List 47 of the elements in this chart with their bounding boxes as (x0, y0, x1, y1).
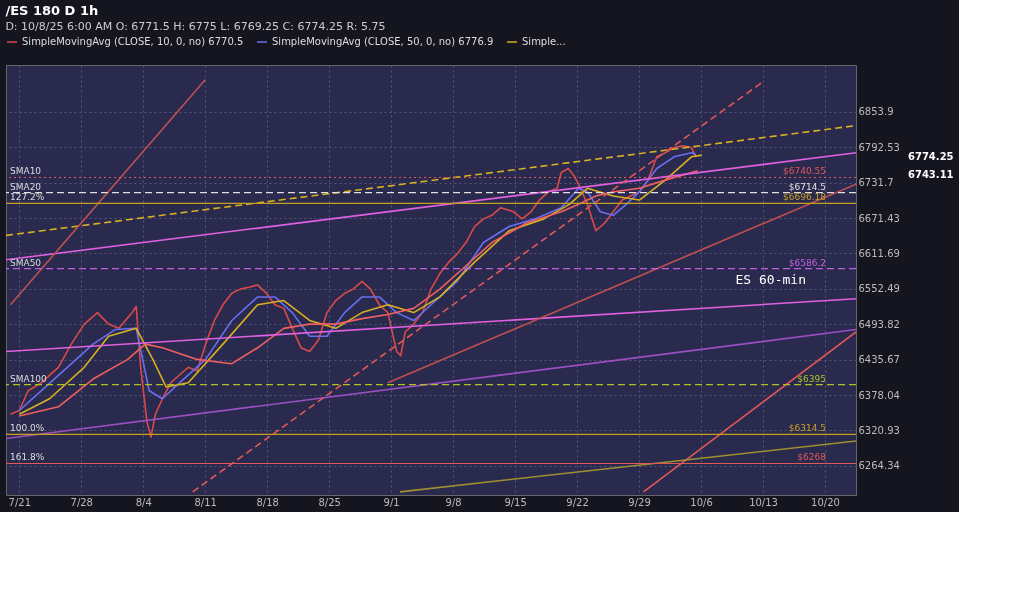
ref-line-label: $6740.55 (783, 166, 826, 177)
text: 6743.11 (908, 169, 954, 180)
x-tick-label: 10/20 (811, 496, 840, 508)
x-tick-label: 9/29 (628, 496, 651, 508)
y-tick-label: 6731.7 (858, 177, 894, 189)
y-tick-label: 6320.93 (858, 424, 900, 436)
annotation: 100.0% (10, 423, 45, 434)
x-tick-label: 8/4 (135, 496, 152, 508)
annotation: 127.2% (10, 192, 45, 203)
x-tick-label: 9/22 (566, 496, 589, 508)
y-tick-label: 6378.04 (858, 389, 900, 401)
annotation: SMA20 (10, 181, 42, 192)
x-tick-label: 9/8 (445, 496, 462, 508)
x-tick-label: 10/13 (749, 496, 778, 508)
chart-title: /ES 180 D 1h (5, 3, 99, 18)
x-tick-label: 8/25 (318, 496, 341, 508)
x-tick-label: 8/11 (194, 496, 217, 508)
y-tick-label: 6552.49 (858, 283, 900, 295)
text: 6774.25 (908, 151, 954, 162)
x-tick-label: 7/28 (70, 496, 93, 508)
annotation: SMA50 (10, 257, 42, 268)
legend-label: Simple... (522, 36, 566, 47)
legend-label: SimpleMovingAvg (CLOSE, 50, 0, no) 6776.9 (272, 36, 494, 47)
x-tick-label: 7/21 (8, 496, 32, 508)
y-tick-label: 6792.53 (858, 141, 900, 153)
y-tick-label: 6493.82 (858, 318, 900, 330)
y-tick-label: 6264.34 (858, 460, 900, 472)
ref-line-label: $6586.2 (788, 257, 826, 268)
annotation: 161.8% (10, 452, 45, 463)
y-tick-label: 6611.69 (858, 247, 900, 259)
y-tick-label: 6435.67 (858, 354, 900, 366)
y-tick-label: 6671.43 (858, 212, 900, 224)
x-tick-label: 10/6 (690, 496, 713, 508)
ref-line-label: $6314.5 (788, 423, 826, 434)
annotation: ES 60-min (735, 272, 806, 287)
ref-line-label: $6696.18 (783, 192, 827, 203)
ref-line-label: $6395 (797, 373, 826, 384)
x-tick-label: 9/1 (383, 496, 400, 508)
y-tick-label: 6853.9 (858, 106, 894, 118)
chart-subtitle: D: 10/8/25 6:00 AM O: 6771.5 H: 6775 L: 6769.25 C: 6774.25 R: 5.75 (5, 20, 386, 33)
ref-line-label: $6268 (797, 452, 827, 463)
x-tick-label: 9/15 (504, 496, 527, 508)
legend-label: SimpleMovingAvg (CLOSE, 10, 0, no) 6770.5 (22, 36, 244, 47)
annotation: SMA10 (10, 166, 42, 177)
ref-line-label: $6714.5 (788, 181, 826, 192)
x-tick-label: 8/18 (256, 496, 279, 508)
annotation: SMA100 (10, 373, 48, 384)
